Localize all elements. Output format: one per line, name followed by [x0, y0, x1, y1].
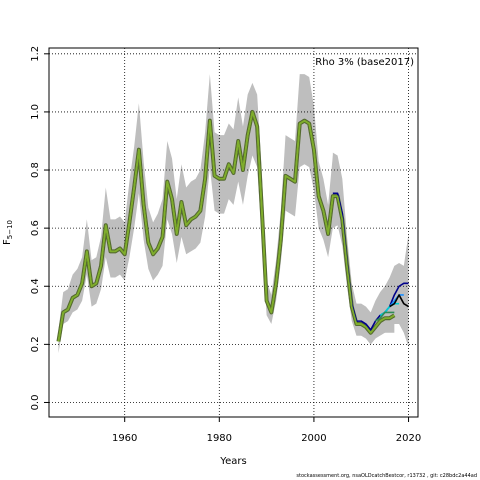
confidence-bands: [58, 74, 409, 354]
series-line-base-top: [57, 111, 395, 342]
y-tick-label: 0.6: [30, 220, 41, 236]
x-tick-label: 1960: [112, 433, 137, 444]
y-tick-label: 1.0: [30, 104, 41, 120]
y-axis-title-main: F: [2, 239, 13, 245]
x-axis: 1960 1980 2000 2020: [112, 417, 421, 444]
y-tick-label: 1.2: [30, 46, 41, 62]
legend-label: Rho 3% (base2017): [315, 57, 414, 68]
y-tick-label: 0.4: [30, 278, 41, 294]
y-tick-label: 0.0: [30, 395, 41, 411]
series-line-peel-4: [375, 311, 395, 322]
y-tick-label: 0.2: [30, 336, 41, 352]
plot-frame: [48, 47, 419, 418]
x-tick-label: 2000: [301, 433, 326, 444]
footer-note: stockassessment.org, nsaOLDcatchBestcor,…: [296, 473, 477, 479]
y-axis: 0.0 0.2 0.4 0.6 0.8 1.0 1.2: [30, 46, 49, 411]
y-axis-title-subscript: 5−10: [6, 220, 14, 239]
confidence-band-1: [58, 74, 395, 354]
x-tick-label: 1980: [207, 433, 232, 444]
series-line-peel-5: [389, 294, 409, 308]
y-tick-label: 0.8: [30, 162, 41, 178]
series-lines: [56, 109, 409, 342]
y-axis-title: F5−10: [2, 220, 14, 245]
x-tick-label: 2020: [396, 433, 421, 444]
x-axis-title: Years: [219, 456, 246, 467]
